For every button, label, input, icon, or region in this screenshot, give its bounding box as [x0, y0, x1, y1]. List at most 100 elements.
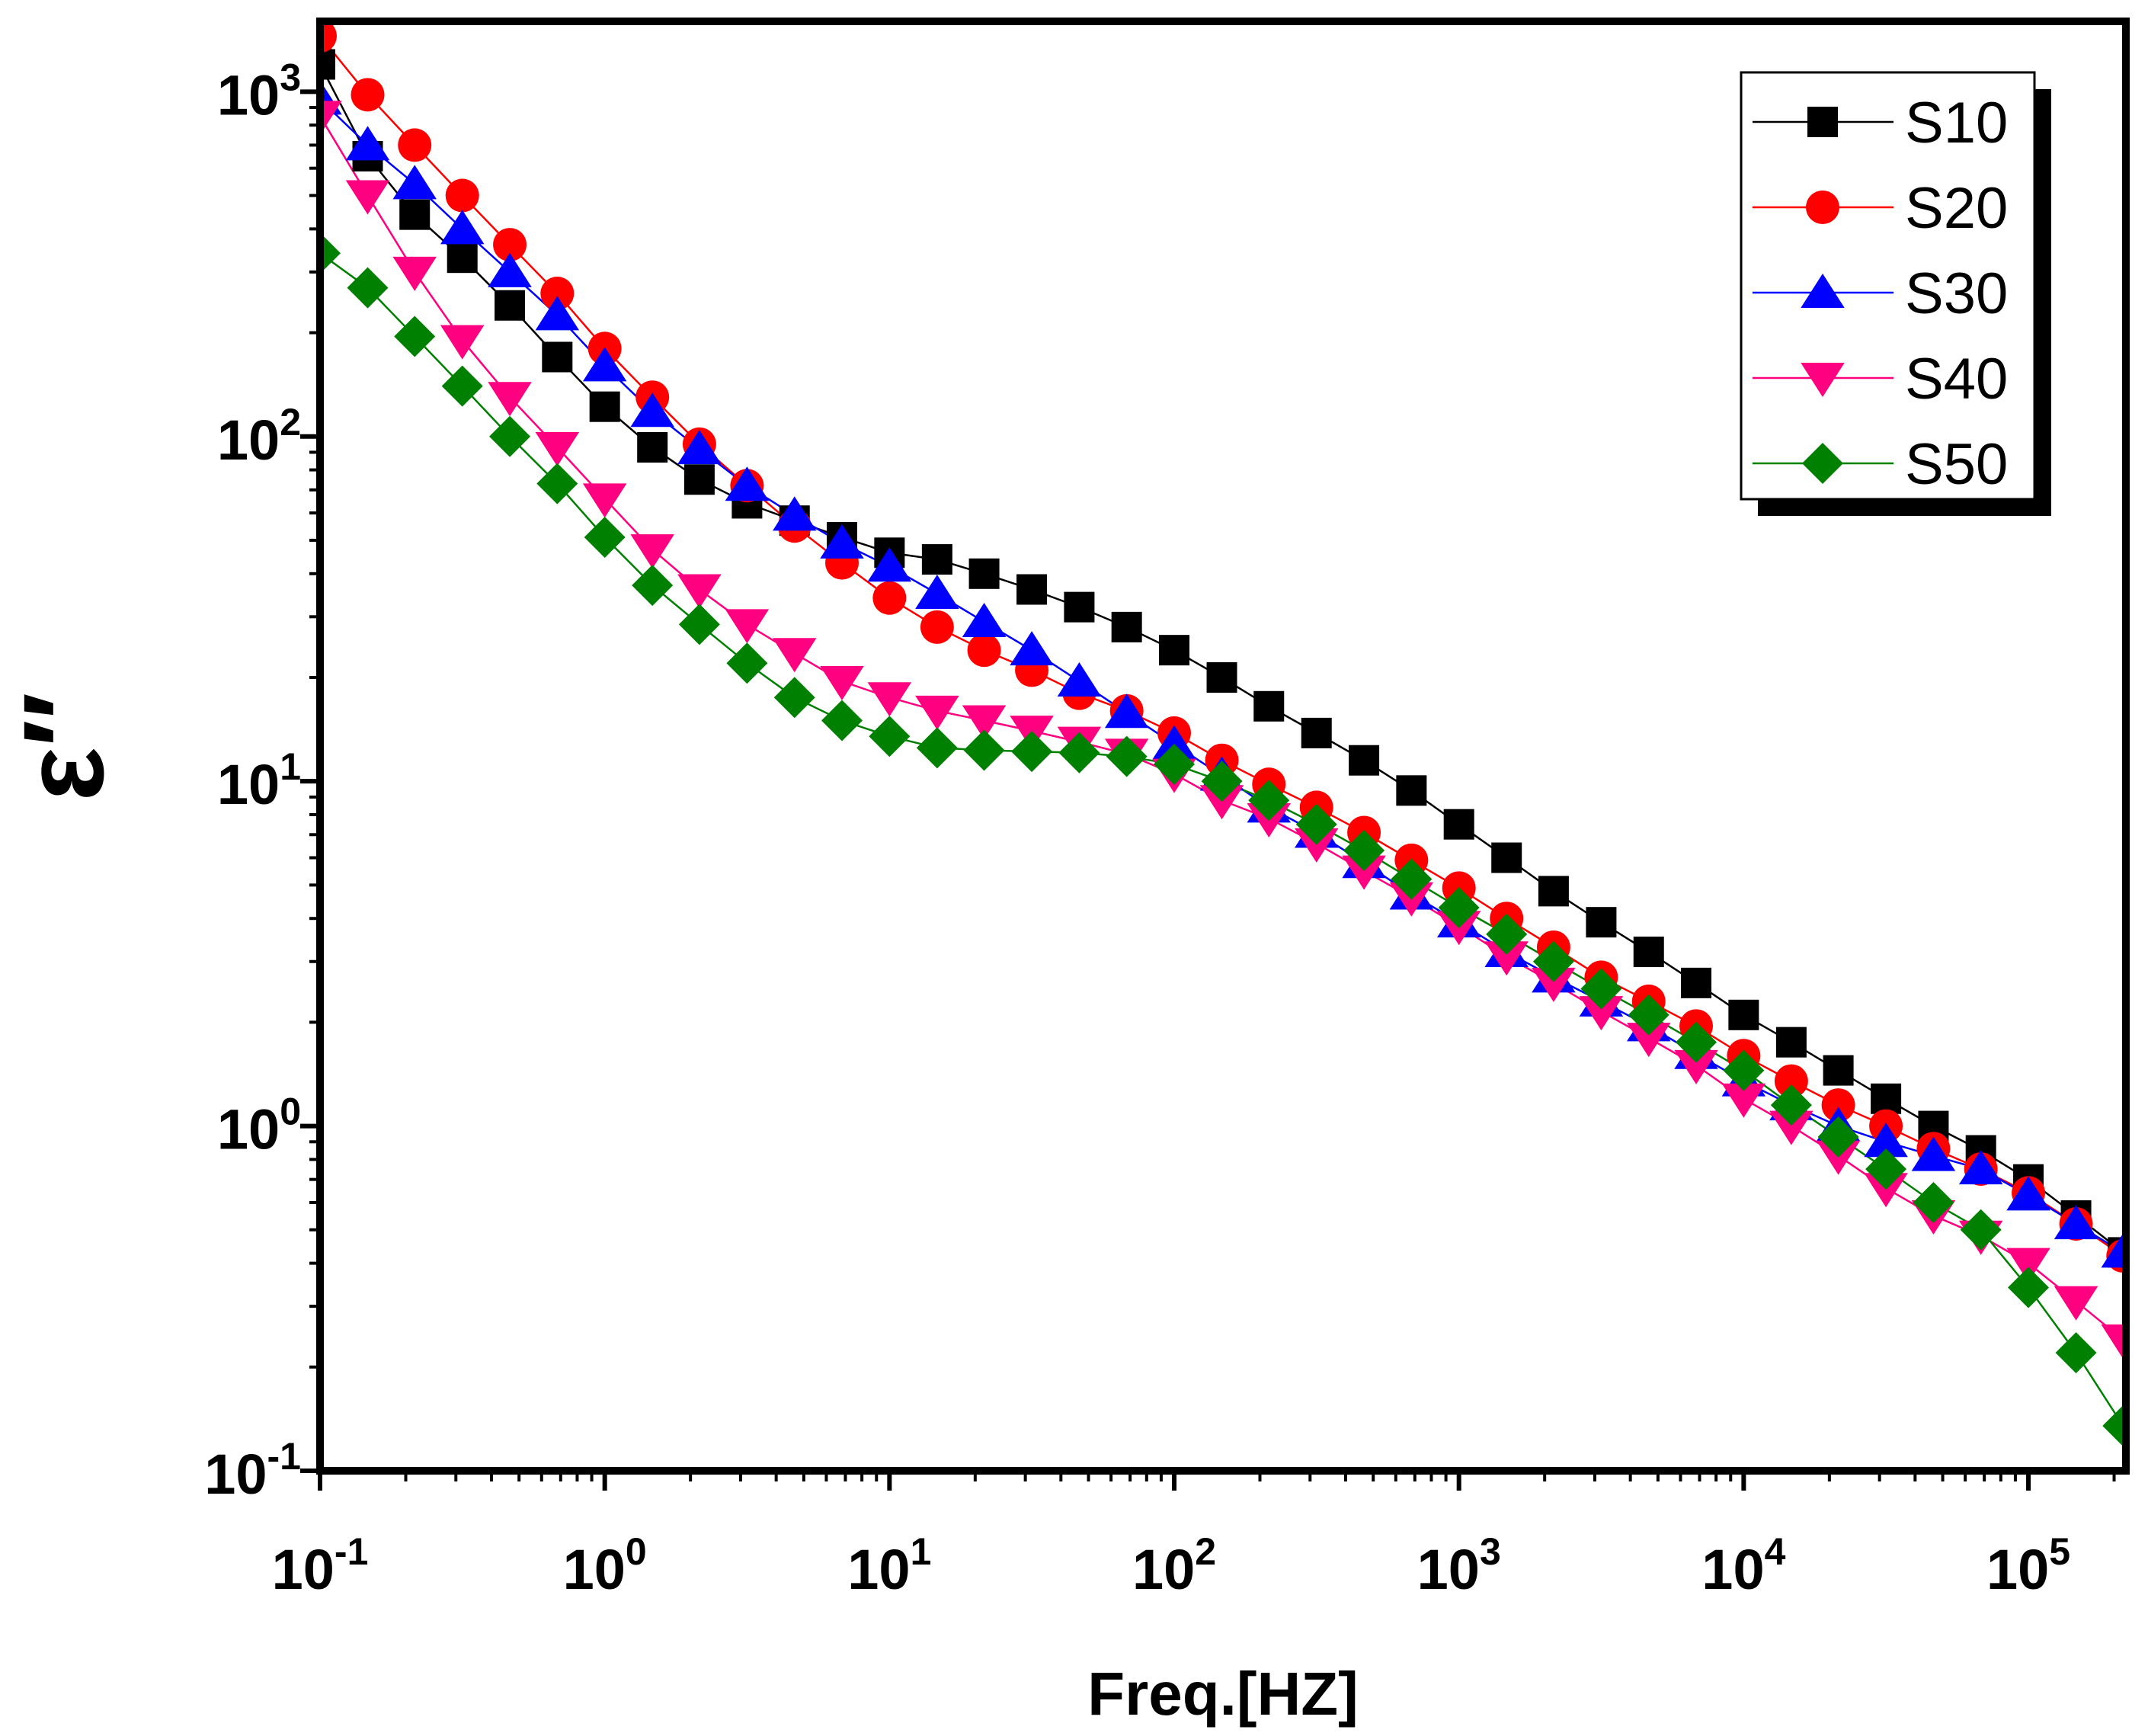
series-markers: [320, 21, 2126, 1447]
data-point-s30: [1104, 693, 1149, 729]
data-point-s50: [678, 604, 720, 645]
data-point-s40: [345, 180, 390, 215]
data-point-s20: [445, 178, 479, 213]
data-point-s40: [1484, 941, 1529, 976]
y-tick-label: 103: [217, 56, 301, 127]
data-point-s10: [1064, 591, 1095, 623]
data-point-s10: [637, 432, 668, 463]
data-point-s50: [2055, 1332, 2097, 1374]
data-point-s20: [1821, 1088, 1855, 1123]
data-point-s50: [1676, 1021, 1717, 1063]
data-point-s50: [320, 232, 341, 274]
data-point-s40: [867, 682, 912, 717]
data-point-s10: [683, 464, 715, 495]
data-point-s50: [773, 677, 815, 719]
data-point-s50: [1248, 780, 1290, 822]
data-point-s10: [1871, 1083, 1902, 1114]
data-point-s50: [916, 727, 958, 769]
data-point-s30: [440, 210, 485, 245]
data-point-s50: [489, 415, 531, 457]
data-point-s30: [820, 524, 864, 559]
data-point-s30: [2101, 1233, 2126, 1268]
data-point-s50: [726, 642, 768, 684]
data-point-s20: [872, 581, 907, 615]
data-point-s50: [1438, 886, 1480, 928]
data-point-s40: [1294, 828, 1339, 863]
data-point-s40: [392, 256, 437, 291]
data-point-s10: [1681, 967, 1712, 998]
y-tick-label: 101: [217, 745, 301, 816]
legend-label-s10: S10: [1905, 91, 2008, 155]
data-point-s20: [351, 78, 385, 112]
data-point-s40: [1769, 1110, 1813, 1145]
data-point-s30: [772, 496, 817, 531]
data-point-s50: [1391, 858, 1433, 900]
data-point-s10: [1396, 775, 1427, 806]
data-point-s30: [725, 466, 770, 501]
data-point-s40: [725, 609, 770, 644]
data-point-s40: [677, 574, 722, 609]
data-point-s40: [962, 705, 1007, 740]
data-point-s30: [1057, 661, 1102, 697]
legend-label-s50: S50: [1905, 432, 2008, 497]
data-point-s40: [440, 325, 485, 360]
data-point-s10: [1538, 876, 1569, 907]
y-tick-label: 100: [217, 1091, 301, 1161]
plot-frame: [316, 18, 2130, 1475]
data-point-s30: [488, 252, 532, 287]
x-tick-label: 102: [1132, 1530, 1216, 1601]
data-point-s30: [1958, 1150, 2003, 1185]
data-point-s40: [1864, 1173, 1908, 1208]
data-point-s50: [2102, 1405, 2126, 1447]
data-point-s40: [2006, 1248, 2050, 1283]
legend-marker-s10: [1807, 107, 1838, 137]
data-point-s10: [1491, 842, 1522, 873]
data-point-s50: [632, 565, 674, 607]
data-point-s50: [1770, 1084, 1812, 1126]
data-point-s50: [584, 517, 626, 559]
legend: S10 S20 S30 S40 S50: [1740, 71, 2051, 516]
data-point-s40: [535, 432, 580, 467]
data-point-s10: [1111, 611, 1142, 642]
data-point-s30: [582, 347, 627, 382]
data-point-s40: [1532, 967, 1576, 1002]
data-point-s10: [399, 199, 431, 230]
data-point-s50: [1011, 731, 1053, 773]
data-point-s40: [2054, 1286, 2098, 1321]
data-point-s40: [820, 665, 864, 700]
data-point-s40: [488, 382, 532, 417]
data-point-s50: [963, 729, 1005, 771]
data-point-s10: [1253, 690, 1285, 722]
data-point-s10: [1016, 574, 1048, 605]
data-point-s40: [1579, 996, 1624, 1031]
data-point-s30: [2006, 1176, 2050, 1211]
data-point-s50: [1580, 968, 1622, 1010]
x-tick-label: 100: [563, 1530, 647, 1601]
legend-marker-s20: [1806, 191, 1839, 224]
x-tick-label: 10-1: [272, 1530, 369, 1601]
legend-label-s20: S20: [1905, 176, 2008, 241]
data-point-s30: [677, 430, 722, 465]
data-point-s40: [2101, 1324, 2126, 1359]
legend-marker-s50: [1802, 443, 1843, 484]
data-point-s50: [1960, 1209, 2002, 1251]
data-point-s10: [589, 391, 620, 422]
legend-marker-s30: [1801, 274, 1845, 308]
data-point-s40: [1721, 1083, 1766, 1118]
data-point-s10: [1775, 1027, 1807, 1058]
data-point-s30: [345, 126, 390, 161]
data-point-s40: [772, 638, 817, 673]
data-point-s40: [320, 101, 342, 136]
data-point-s30: [915, 575, 959, 610]
y-tick-label: 10-1: [204, 1435, 301, 1506]
data-point-s40: [1627, 1023, 1671, 1058]
y-tick-label: 102: [217, 401, 301, 472]
data-point-s30: [630, 392, 674, 428]
data-point-s50: [1154, 743, 1196, 785]
data-point-s10: [542, 341, 573, 373]
legend-label-s40: S40: [1905, 347, 2008, 412]
legend-label-s30: S30: [1905, 261, 2008, 326]
data-point-s20: [540, 277, 575, 311]
data-point-s40: [1342, 855, 1386, 890]
data-point-s40: [915, 695, 959, 730]
